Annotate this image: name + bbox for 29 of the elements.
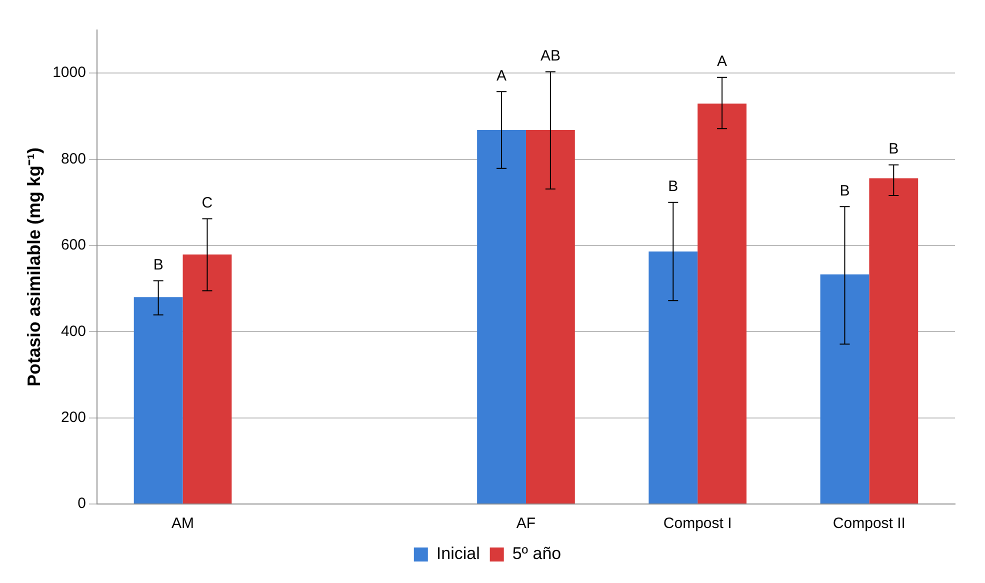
x-tick-label: AM <box>172 515 194 532</box>
annotation: B <box>888 140 899 158</box>
bar <box>134 297 183 504</box>
x-tick-label: Compost I <box>663 515 732 532</box>
annotation: C <box>202 194 213 212</box>
bar <box>869 178 918 504</box>
annotation: A <box>717 53 728 70</box>
annotation: B <box>668 178 678 196</box>
bar <box>648 251 698 504</box>
y-tick-label: 800 <box>60 150 86 168</box>
y-axis-title: Potasio asimilable (mg kg⁻¹) <box>24 147 44 387</box>
y-tick-label: 400 <box>60 322 86 340</box>
bar <box>820 274 870 504</box>
bar <box>477 130 526 504</box>
y-tick-label: 1000 <box>52 64 86 82</box>
bar <box>182 254 232 504</box>
x-tick-label: AF <box>516 515 536 532</box>
y-tick-label: 200 <box>60 408 86 426</box>
annotation: B <box>153 256 164 274</box>
legend-label: 5º año <box>512 544 562 564</box>
annotation: AB <box>540 47 560 64</box>
legend-label: Inicial <box>436 544 480 564</box>
bar <box>526 130 575 504</box>
annotation: B <box>840 182 850 200</box>
bar <box>698 104 746 504</box>
y-tick-label: 0 <box>78 495 86 512</box>
annotation: A <box>496 67 507 84</box>
y-tick-label: 600 <box>60 236 86 254</box>
x-tick-label: Compost II <box>832 515 906 532</box>
